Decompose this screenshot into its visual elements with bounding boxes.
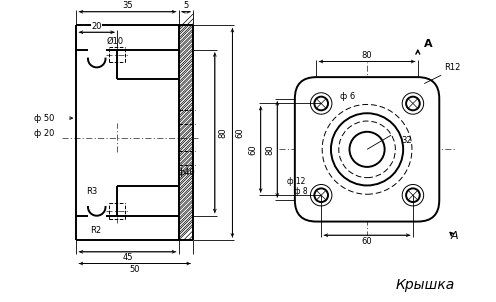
Text: Ø10: Ø10 <box>107 37 124 46</box>
Text: 5: 5 <box>184 2 188 10</box>
Text: ф 12: ф 12 <box>287 177 306 186</box>
Text: A: A <box>450 231 458 241</box>
Text: 35: 35 <box>122 2 133 10</box>
Text: ф 6: ф 6 <box>340 92 355 101</box>
Text: 50: 50 <box>129 265 140 274</box>
Text: 60: 60 <box>248 144 257 155</box>
Text: 32: 32 <box>401 137 412 145</box>
Text: Крышка: Крышка <box>396 278 455 292</box>
Text: 45: 45 <box>122 253 133 262</box>
Text: 20: 20 <box>91 22 102 31</box>
Text: 60: 60 <box>236 127 245 138</box>
Text: R2: R2 <box>90 226 101 235</box>
Text: 80: 80 <box>362 51 372 60</box>
Text: ф 8: ф 8 <box>294 187 308 196</box>
Text: ф 20: ф 20 <box>34 129 55 138</box>
Text: A: A <box>424 39 433 49</box>
FancyBboxPatch shape <box>295 77 439 222</box>
Text: ф 50: ф 50 <box>34 114 55 123</box>
Text: ф40: ф40 <box>178 168 195 177</box>
Text: R12: R12 <box>444 63 460 72</box>
Text: 80: 80 <box>218 127 227 138</box>
Text: R3: R3 <box>86 187 98 196</box>
Text: 60: 60 <box>362 236 372 246</box>
Text: 80: 80 <box>265 144 274 155</box>
